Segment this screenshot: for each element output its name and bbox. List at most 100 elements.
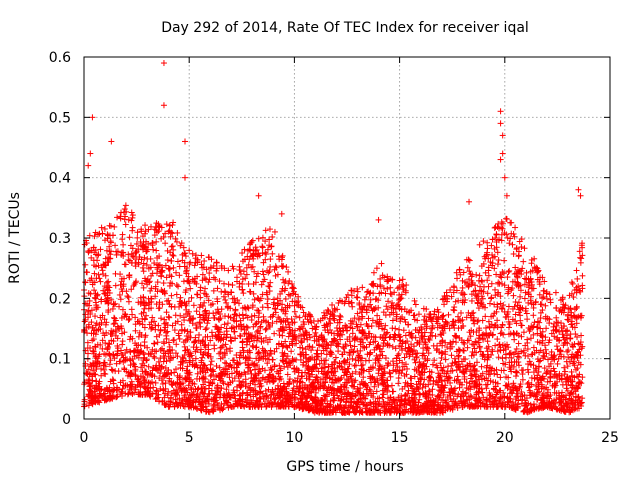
data-point <box>164 257 171 264</box>
data-point <box>448 352 455 359</box>
data-point <box>279 332 286 339</box>
data-point <box>452 339 459 346</box>
data-point <box>333 325 340 332</box>
data-point <box>379 394 386 401</box>
data-point <box>276 362 283 369</box>
data-point <box>223 386 230 393</box>
data-point <box>199 354 206 361</box>
data-point <box>497 374 504 381</box>
data-point <box>202 326 209 333</box>
data-point <box>543 325 550 332</box>
data-point <box>343 323 350 330</box>
data-point <box>478 363 485 370</box>
data-point <box>412 301 419 308</box>
data-point <box>119 338 126 345</box>
data-point <box>366 357 373 364</box>
data-point <box>429 361 436 368</box>
data-point <box>475 305 482 312</box>
data-point <box>271 228 278 235</box>
data-point <box>232 307 239 314</box>
data-point <box>552 289 559 296</box>
data-point <box>197 294 204 301</box>
data-point <box>262 227 269 234</box>
data-point <box>267 347 274 354</box>
data-point <box>106 351 113 358</box>
data-point <box>148 325 155 332</box>
data-point <box>466 257 473 264</box>
data-point <box>193 325 200 332</box>
data-point <box>495 354 502 361</box>
data-point <box>117 281 124 288</box>
data-point <box>522 352 529 359</box>
data-point <box>315 318 322 325</box>
data-point <box>134 234 141 241</box>
data-point <box>225 267 232 274</box>
data-point <box>466 268 473 275</box>
data-point <box>489 348 496 355</box>
data-point <box>399 276 406 283</box>
data-point <box>245 305 252 312</box>
data-point <box>111 223 118 230</box>
data-point <box>296 314 303 321</box>
data-point <box>450 306 457 313</box>
data-point <box>500 302 507 309</box>
data-point <box>213 259 220 266</box>
data-point <box>488 280 495 287</box>
data-point <box>272 263 279 270</box>
data-point <box>495 257 502 264</box>
data-point <box>176 335 183 342</box>
data-point <box>349 330 356 337</box>
data-point <box>517 293 524 300</box>
data-point <box>239 286 246 293</box>
data-point <box>461 291 468 298</box>
data-point <box>567 331 574 338</box>
data-point <box>173 238 180 245</box>
data-point <box>579 272 586 279</box>
data-point <box>82 261 89 268</box>
data-point <box>172 350 179 357</box>
data-point <box>147 287 154 294</box>
data-point <box>515 340 522 347</box>
data-point <box>262 326 269 333</box>
data-point <box>106 222 113 229</box>
data-point <box>152 293 159 300</box>
data-point <box>84 339 91 346</box>
data-point <box>288 348 295 355</box>
data-point <box>289 284 296 291</box>
data-point <box>289 341 296 348</box>
data-point <box>454 373 461 380</box>
data-point <box>172 235 179 242</box>
data-point <box>495 280 502 287</box>
data-point <box>132 279 139 286</box>
data-point <box>266 226 273 233</box>
data-point <box>196 311 203 318</box>
data-point <box>487 300 494 307</box>
data-point <box>139 264 146 271</box>
data-point <box>370 269 377 276</box>
data-point <box>262 387 269 394</box>
data-point <box>537 315 544 322</box>
data-point <box>119 231 126 238</box>
data-point <box>172 366 179 373</box>
data-point <box>125 294 132 301</box>
data-points <box>81 60 586 416</box>
data-point <box>509 241 516 248</box>
data-point <box>492 342 499 349</box>
data-point <box>426 387 433 394</box>
data-point <box>140 284 147 291</box>
data-point <box>153 247 160 254</box>
data-point <box>518 367 525 374</box>
data-point <box>440 312 447 319</box>
data-point <box>208 329 215 336</box>
data-point <box>239 338 246 345</box>
data-point <box>276 332 283 339</box>
data-point <box>389 343 396 350</box>
data-point <box>392 325 399 332</box>
data-point <box>459 284 466 291</box>
data-point <box>395 380 402 387</box>
data-point <box>157 347 164 354</box>
data-point <box>262 238 269 245</box>
data-point <box>521 275 528 282</box>
data-point <box>515 362 522 369</box>
data-point <box>210 274 217 281</box>
